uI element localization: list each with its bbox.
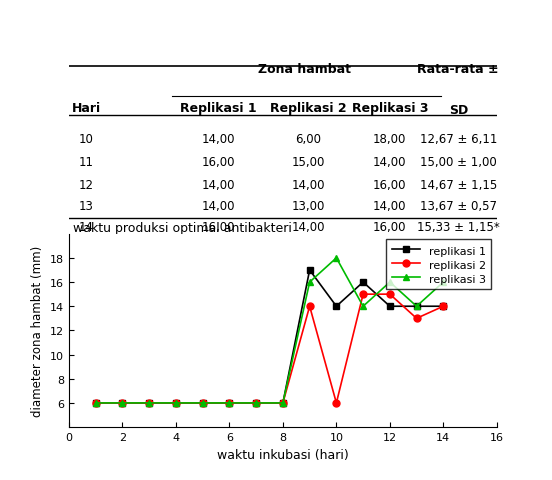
Text: 14,00: 14,00 <box>202 200 236 213</box>
Text: 14,67 ± 1,15: 14,67 ± 1,15 <box>420 179 497 192</box>
Text: 12: 12 <box>78 179 94 192</box>
replikasi 1 <box>386 304 393 310</box>
Text: 14,00: 14,00 <box>373 200 407 213</box>
Text: waktu produksi optimal antibakteri: waktu produksi optimal antibakteri <box>73 221 292 234</box>
Text: Hari: Hari <box>72 102 100 115</box>
Text: Replikasi 2: Replikasi 2 <box>270 102 347 115</box>
replikasi 3 <box>440 279 447 285</box>
Text: 16,00: 16,00 <box>202 156 236 168</box>
Text: Replikasi 1: Replikasi 1 <box>181 102 257 115</box>
Text: Replikasi 3: Replikasi 3 <box>352 102 428 115</box>
Text: 12,67 ± 6,11: 12,67 ± 6,11 <box>420 133 497 146</box>
replikasi 2 <box>92 400 99 406</box>
replikasi 3 <box>199 400 206 406</box>
replikasi 2 <box>306 304 313 310</box>
Text: 15,33 ± 1,15*: 15,33 ± 1,15* <box>417 221 500 234</box>
replikasi 2 <box>386 292 393 298</box>
replikasi 2 <box>146 400 152 406</box>
replikasi 1 <box>146 400 152 406</box>
Line: replikasi 2: replikasi 2 <box>92 291 447 407</box>
Y-axis label: diameter zona hambat (mm): diameter zona hambat (mm) <box>31 245 45 416</box>
replikasi 1 <box>360 279 367 285</box>
replikasi 1 <box>279 400 286 406</box>
Text: 14,00: 14,00 <box>292 221 325 234</box>
Text: 13,00: 13,00 <box>292 200 325 213</box>
replikasi 1 <box>440 304 447 310</box>
Text: 6,00: 6,00 <box>295 133 322 146</box>
Text: 13,67 ± 0,57: 13,67 ± 0,57 <box>420 200 497 213</box>
replikasi 2 <box>440 304 447 310</box>
Text: 14: 14 <box>78 221 94 234</box>
replikasi 3 <box>386 279 393 285</box>
replikasi 2 <box>279 400 286 406</box>
Text: 10: 10 <box>79 133 93 146</box>
Text: 14,00: 14,00 <box>373 156 407 168</box>
replikasi 1 <box>119 400 126 406</box>
replikasi 1 <box>413 304 420 310</box>
X-axis label: waktu inkubasi (hari): waktu inkubasi (hari) <box>217 447 349 460</box>
Text: 15,00: 15,00 <box>292 156 325 168</box>
Legend: replikasi 1, replikasi 2, replikasi 3: replikasi 1, replikasi 2, replikasi 3 <box>386 240 491 290</box>
replikasi 3 <box>360 304 367 310</box>
replikasi 3 <box>146 400 152 406</box>
replikasi 2 <box>199 400 206 406</box>
Text: SD: SD <box>449 103 468 116</box>
replikasi 2 <box>173 400 179 406</box>
replikasi 3 <box>226 400 233 406</box>
Text: Rata-rata ±: Rata-rata ± <box>417 62 499 75</box>
replikasi 1 <box>306 267 313 273</box>
Text: 16,00: 16,00 <box>373 179 407 192</box>
Text: 14,00: 14,00 <box>202 179 236 192</box>
replikasi 1 <box>226 400 233 406</box>
replikasi 3 <box>413 304 420 310</box>
Text: 18,00: 18,00 <box>373 133 406 146</box>
Text: 16,00: 16,00 <box>373 221 407 234</box>
Text: 13: 13 <box>79 200 93 213</box>
Text: 14,00: 14,00 <box>292 179 325 192</box>
replikasi 1 <box>173 400 179 406</box>
replikasi 2 <box>119 400 126 406</box>
Line: replikasi 1: replikasi 1 <box>92 267 447 407</box>
replikasi 2 <box>413 316 420 322</box>
replikasi 1 <box>253 400 259 406</box>
replikasi 1 <box>199 400 206 406</box>
replikasi 3 <box>119 400 126 406</box>
replikasi 3 <box>253 400 259 406</box>
replikasi 3 <box>92 400 99 406</box>
replikasi 1 <box>333 304 339 310</box>
replikasi 3 <box>333 255 339 261</box>
Text: 15,00 ± 1,00: 15,00 ± 1,00 <box>420 156 497 168</box>
replikasi 2 <box>333 400 339 406</box>
replikasi 2 <box>360 292 367 298</box>
replikasi 2 <box>253 400 259 406</box>
Line: replikasi 3: replikasi 3 <box>92 255 447 407</box>
replikasi 3 <box>173 400 179 406</box>
replikasi 2 <box>226 400 233 406</box>
replikasi 3 <box>306 279 313 285</box>
replikasi 3 <box>279 400 286 406</box>
Text: 16,00: 16,00 <box>202 221 236 234</box>
Text: 14,00: 14,00 <box>202 133 236 146</box>
replikasi 1 <box>92 400 99 406</box>
Text: 11: 11 <box>78 156 94 168</box>
Text: Zona hambat: Zona hambat <box>258 62 351 75</box>
